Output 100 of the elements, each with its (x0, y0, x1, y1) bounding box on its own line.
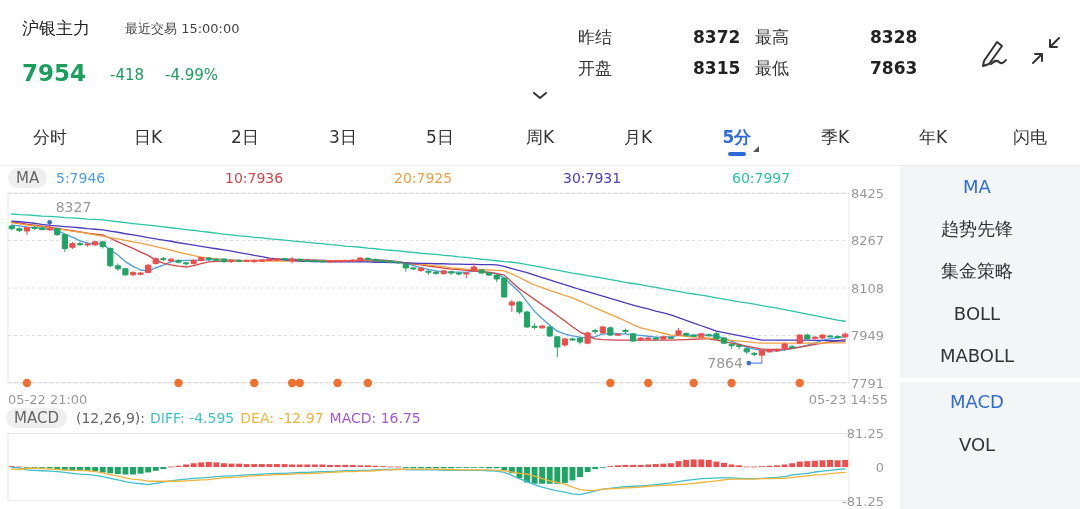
text: 最低 (755, 58, 789, 78)
candlestick (751, 351, 758, 357)
text: 季K (820, 127, 850, 147)
line-series (11, 213, 846, 322)
y-tick-label: 8108 (850, 280, 884, 296)
text: 60:7997 (732, 170, 791, 186)
candlestick (463, 271, 470, 279)
text: 月K (623, 127, 653, 147)
text: 8328 (870, 27, 918, 47)
candlestick (448, 270, 455, 276)
text: 05-22 21:00 (8, 392, 88, 407)
y-tick-label: 8267 (850, 233, 884, 249)
candlestick (561, 337, 568, 348)
bar (721, 462, 727, 467)
candlestick (842, 331, 849, 339)
candlestick (54, 226, 61, 237)
candlestick (281, 257, 288, 261)
bar (668, 463, 674, 467)
text: 最高 (755, 27, 789, 47)
candlestick (470, 262, 478, 273)
candlestick (417, 266, 424, 273)
candlestick (796, 333, 803, 345)
bar (289, 464, 296, 467)
bar (811, 460, 818, 467)
candlestick (160, 256, 167, 262)
candlestick (652, 336, 659, 342)
legend-title: MA (16, 169, 40, 187)
candlestick (629, 332, 637, 343)
bar (327, 464, 333, 467)
candlestick (69, 241, 76, 250)
candlestick (289, 256, 296, 264)
candlestick (675, 327, 682, 337)
text: 趋势先锋 (941, 218, 1013, 239)
text: 集金策略 (941, 260, 1013, 281)
candlestick (167, 257, 174, 263)
y-tick-label: 7791 (850, 375, 884, 391)
candlestick (440, 269, 447, 276)
candlestick (698, 332, 705, 339)
bar (183, 464, 189, 467)
text: -4.99% (165, 66, 219, 84)
candlestick (99, 240, 106, 249)
y-tick-label: 0 (875, 459, 884, 475)
candlestick (584, 331, 591, 345)
candlestick (667, 336, 675, 340)
annotation: 7864 (707, 355, 743, 372)
candlestick (622, 328, 629, 335)
candlestick (455, 271, 462, 276)
text: 2日 (231, 127, 259, 147)
legend-title: MACD (14, 409, 59, 427)
text: 5日 (426, 127, 454, 147)
candlestick (61, 232, 68, 253)
bar (274, 464, 280, 467)
text: DIFF: -4.595 (150, 410, 235, 426)
text: 周K (525, 127, 555, 147)
text: 沪银主力 (22, 18, 90, 38)
candlestick (599, 325, 606, 335)
candlestick (804, 333, 811, 341)
candlestick (236, 258, 243, 263)
text: BOLL (953, 303, 1001, 324)
annotation: 8327 (55, 199, 92, 216)
text: 最近交易 15:00:00 (125, 21, 240, 36)
bar (561, 467, 568, 483)
y-tick-label: 7949 (850, 328, 884, 344)
text: 5:7946 (56, 170, 106, 186)
bar (827, 459, 834, 467)
y-tick-label: -81.25 (842, 493, 884, 509)
candlestick (743, 347, 750, 355)
bar (683, 459, 690, 467)
bar (220, 463, 227, 467)
bar (130, 467, 136, 475)
candlestick (607, 325, 614, 337)
text: MABOLL (939, 345, 1015, 366)
candlestick (228, 259, 235, 264)
text: 日K (133, 127, 163, 147)
candlestick (76, 241, 84, 247)
text: VOL (958, 434, 996, 455)
text: MACD (950, 391, 1004, 412)
bar (236, 463, 243, 467)
text: 3日 (329, 127, 357, 147)
text: 开盘 (578, 58, 612, 78)
candlestick (614, 332, 621, 337)
text: 8372 (693, 27, 741, 47)
candlestick (152, 256, 159, 266)
chart-subtitle: (12,26,9): (75, 410, 146, 426)
candlestick (508, 299, 515, 313)
candlestick (539, 324, 546, 330)
candlestick (660, 335, 667, 341)
text: 年K (918, 127, 948, 147)
y-tick-label: 8425 (850, 185, 884, 201)
y-tick-label: 81.25 (846, 425, 884, 441)
text: 5分 (722, 127, 753, 147)
bar (577, 467, 583, 478)
text: 7863 (870, 58, 918, 78)
text: 闪电 (1013, 127, 1047, 147)
text: 分时 (33, 127, 67, 147)
text: 20:7925 (394, 170, 453, 186)
text: 05-23 14:55 (808, 392, 888, 407)
text: 昨结 (578, 27, 612, 47)
candlestick (46, 221, 53, 232)
bar (630, 464, 637, 467)
